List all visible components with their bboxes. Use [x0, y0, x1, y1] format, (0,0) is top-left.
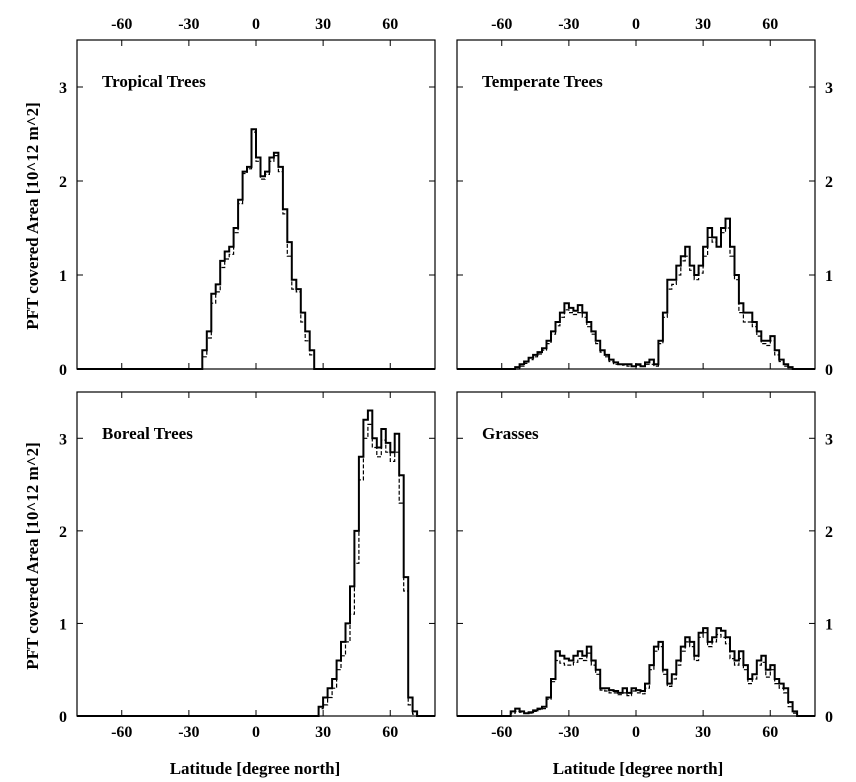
x-tick-label: -30	[558, 724, 579, 741]
y-tick-label: 0	[59, 362, 67, 379]
x-tick-label: -60	[111, 16, 132, 33]
y-axis-label-bottom: PFT covered Area [10^12 m^2]	[23, 442, 42, 670]
panel-tropical-trees: -60 -30 0 30 60 0 1 2 3 Tropical Trees	[59, 16, 436, 379]
y-tick-label: 2	[825, 524, 833, 541]
x-tick-label: 30	[695, 16, 711, 33]
series-solid-line	[77, 409, 435, 717]
y-tick-label: 2	[825, 174, 833, 191]
panel-temperate-trees: -60 -30 0 30 60 0 1 2 3 Temperate Trees	[456, 16, 833, 379]
y-tick-label: 2	[59, 174, 67, 191]
x-tick-label: 60	[382, 16, 398, 33]
series-solid-line	[77, 128, 435, 370]
x-tick-label: -60	[111, 724, 132, 741]
y-tick-label: 3	[825, 80, 833, 97]
x-tick-label: 0	[252, 16, 260, 33]
x-tick-label: 60	[382, 724, 398, 741]
series-dashed-line	[77, 423, 435, 717]
panel-boreal-trees: -60 -30 0 30 60 0 1 2 3 Boreal Trees	[59, 391, 436, 741]
x-tick-label: 0	[632, 16, 640, 33]
y-tick-label: 0	[59, 709, 67, 726]
x-tick-label: -60	[491, 16, 512, 33]
panel-title: Boreal Trees	[102, 424, 193, 443]
x-tick-label: 30	[695, 724, 711, 741]
panel-title: Tropical Trees	[102, 72, 206, 91]
panel-title: Grasses	[482, 424, 539, 443]
x-tick-label: 30	[315, 724, 331, 741]
x-tick-label: 30	[315, 16, 331, 33]
y-tick-label: 0	[825, 362, 833, 379]
y-tick-label: 3	[59, 431, 67, 448]
series-solid-line	[457, 627, 815, 717]
x-tick-label: -30	[178, 16, 199, 33]
series-dashed-line	[457, 227, 815, 370]
series-solid-line	[457, 217, 815, 370]
x-tick-label: 0	[632, 724, 640, 741]
y-axis-label-top: PFT covered Area [10^12 m^2]	[23, 102, 42, 330]
x-tick-label: 60	[762, 724, 778, 741]
panel-grasses: -60 -30 0 30 60 0 1 2 3 Grasses	[456, 391, 833, 741]
panel-title: Temperate Trees	[482, 72, 603, 91]
y-tick-label: 1	[825, 268, 833, 285]
y-tick-label: 0	[825, 709, 833, 726]
y-tick-label: 3	[825, 431, 833, 448]
y-tick-label: 1	[59, 268, 67, 285]
x-tick-label: 60	[762, 16, 778, 33]
y-tick-label: 3	[59, 80, 67, 97]
x-axis-label-right: Latitude [degree north]	[553, 759, 724, 778]
x-axis-label-left: Latitude [degree north]	[170, 759, 341, 778]
y-tick-label: 1	[59, 616, 67, 633]
series-dashed-line	[77, 131, 435, 370]
y-tick-label: 2	[59, 524, 67, 541]
series-dashed-line	[457, 632, 815, 717]
x-tick-label: 0	[252, 724, 260, 741]
x-tick-label: -60	[491, 724, 512, 741]
y-tick-label: 1	[825, 616, 833, 633]
x-tick-label: -30	[558, 16, 579, 33]
x-tick-label: -30	[178, 724, 199, 741]
